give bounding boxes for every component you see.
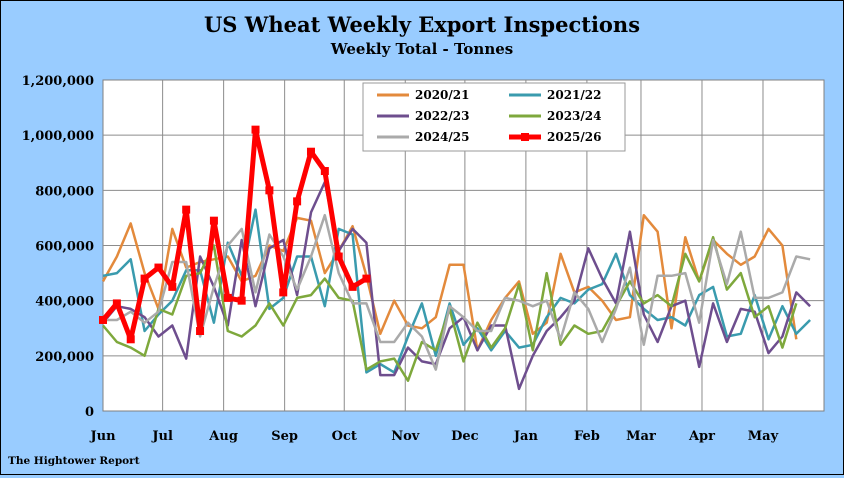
series-point bbox=[112, 299, 121, 308]
series-point bbox=[154, 263, 163, 272]
legend-label: 2023/24 bbox=[547, 109, 601, 123]
legend-label: 2021/22 bbox=[547, 88, 601, 102]
x-tick-label: Jul bbox=[151, 429, 173, 444]
series-point bbox=[126, 335, 135, 344]
y-tick-label: 1,000,000 bbox=[22, 129, 94, 144]
x-tick-label: Jun bbox=[89, 429, 116, 444]
y-tick-label: 600,000 bbox=[35, 240, 94, 255]
chart-title: US Wheat Weekly Export Inspections bbox=[204, 12, 640, 37]
x-axis: Jun Jul Aug Sep Oct Nov Dec Jan Feb Mar Apr May bbox=[89, 429, 778, 444]
x-tick-label: Sep bbox=[271, 429, 298, 444]
series-point bbox=[182, 205, 191, 214]
series-point bbox=[348, 282, 357, 291]
x-tick-label: Nov bbox=[391, 429, 420, 444]
series-point bbox=[293, 197, 302, 206]
series-layer bbox=[99, 125, 811, 391]
y-tick-label: 0 bbox=[85, 405, 94, 420]
series-point bbox=[279, 288, 288, 297]
x-tick-label: Dec bbox=[451, 429, 479, 444]
series-point bbox=[168, 282, 177, 291]
series-point bbox=[334, 252, 343, 261]
legend-label: 2025/26 bbox=[547, 130, 601, 144]
series-line-2022-23 bbox=[102, 180, 811, 391]
x-tick-label: Aug bbox=[208, 429, 238, 444]
x-tick-label: Apr bbox=[688, 429, 715, 444]
x-tick-label: Feb bbox=[574, 429, 600, 444]
series-point bbox=[320, 167, 329, 176]
legend: 2020/21 2021/22 2022/23 2023/24 2024/25 2025/… bbox=[362, 82, 626, 152]
legend-label: 2022/23 bbox=[415, 109, 469, 123]
series-point bbox=[209, 216, 218, 225]
x-tick-label: May bbox=[748, 429, 779, 444]
series-point bbox=[140, 274, 149, 283]
series-point bbox=[99, 315, 107, 324]
y-tick-label: 1,200,000 bbox=[22, 74, 94, 89]
y-tick-label: 200,000 bbox=[35, 350, 94, 365]
series-point bbox=[362, 274, 371, 283]
x-tick-label: Mar bbox=[626, 429, 656, 444]
series-point bbox=[306, 147, 315, 156]
series-point bbox=[223, 293, 232, 302]
x-tick-label: Oct bbox=[332, 429, 357, 444]
y-tick-label: 800,000 bbox=[35, 184, 94, 199]
x-tick-label: Jan bbox=[513, 429, 539, 444]
y-tick-label: 400,000 bbox=[35, 295, 94, 310]
chart-subtitle: Weekly Total - Tonnes bbox=[330, 40, 513, 58]
source-label: The Hightower Report bbox=[8, 455, 140, 467]
y-axis: 0 200,000 400,000 600,000 800,000 1,000,000 1,… bbox=[22, 74, 94, 420]
series-point bbox=[196, 327, 205, 336]
legend-label: 2020/21 bbox=[415, 88, 469, 102]
series-point bbox=[251, 125, 260, 134]
series-point bbox=[265, 186, 274, 195]
legend-marker bbox=[521, 133, 529, 141]
series-point bbox=[237, 296, 246, 305]
legend-label: 2024/25 bbox=[415, 130, 469, 144]
